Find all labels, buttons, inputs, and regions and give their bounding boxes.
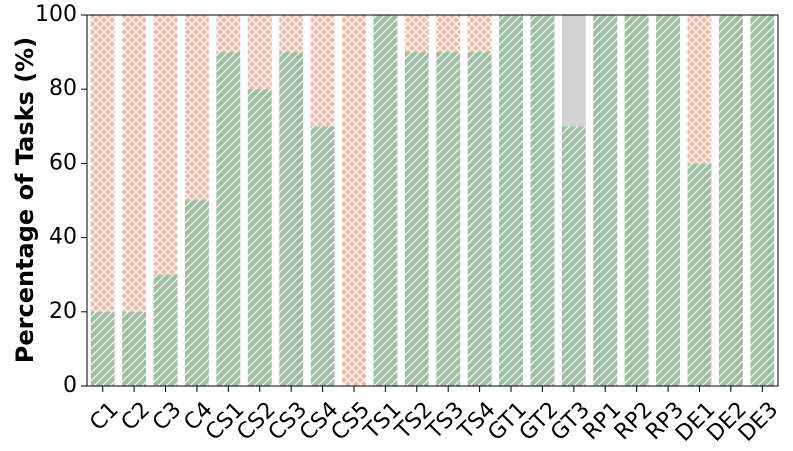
bar-segment — [530, 15, 555, 386]
bar-segment — [404, 15, 429, 53]
bar-segment — [467, 15, 492, 53]
bar-segment — [279, 52, 304, 386]
bar-segment — [247, 15, 272, 90]
bar-segment — [718, 15, 743, 386]
bar-segment — [436, 52, 461, 386]
bar-segment — [122, 311, 147, 386]
bar-segment — [436, 15, 461, 53]
y-axis-label: Percentage of Tasks (%) — [11, 37, 39, 363]
bar-segment — [90, 311, 115, 386]
bar-segment — [499, 15, 523, 386]
bar-segment — [310, 126, 335, 387]
bar-segment — [467, 52, 492, 386]
y-tick-label: 100 — [35, 2, 77, 27]
y-tick-label: 0 — [63, 373, 77, 398]
bar-segment — [90, 15, 115, 312]
y-tick-label: 80 — [49, 76, 77, 101]
bar-segment — [687, 163, 712, 386]
bar-segment — [656, 15, 681, 386]
bar-segment — [310, 15, 335, 127]
bar-segment — [561, 126, 586, 387]
bar-segment — [153, 274, 178, 386]
y-tick-label: 40 — [49, 225, 77, 250]
bar-segment — [184, 15, 209, 201]
y-tick-label: 60 — [49, 150, 77, 175]
bar-segment — [593, 15, 618, 386]
bar-segment — [279, 15, 304, 53]
bar-segment — [342, 15, 366, 386]
bar-segment — [153, 15, 178, 275]
bar-segment — [184, 200, 209, 386]
bar-segment — [561, 15, 586, 127]
bar-segment — [216, 15, 241, 53]
bar-segment — [624, 15, 649, 386]
bar-segment — [750, 15, 775, 386]
bar-segment — [122, 15, 147, 312]
bar-segment — [404, 52, 429, 386]
y-tick-label: 20 — [49, 299, 77, 324]
plot-frame — [86, 14, 779, 387]
bar-segment — [216, 52, 241, 386]
bar-segment — [687, 15, 712, 164]
bar-segment — [247, 89, 272, 386]
bar-segment — [373, 15, 398, 386]
